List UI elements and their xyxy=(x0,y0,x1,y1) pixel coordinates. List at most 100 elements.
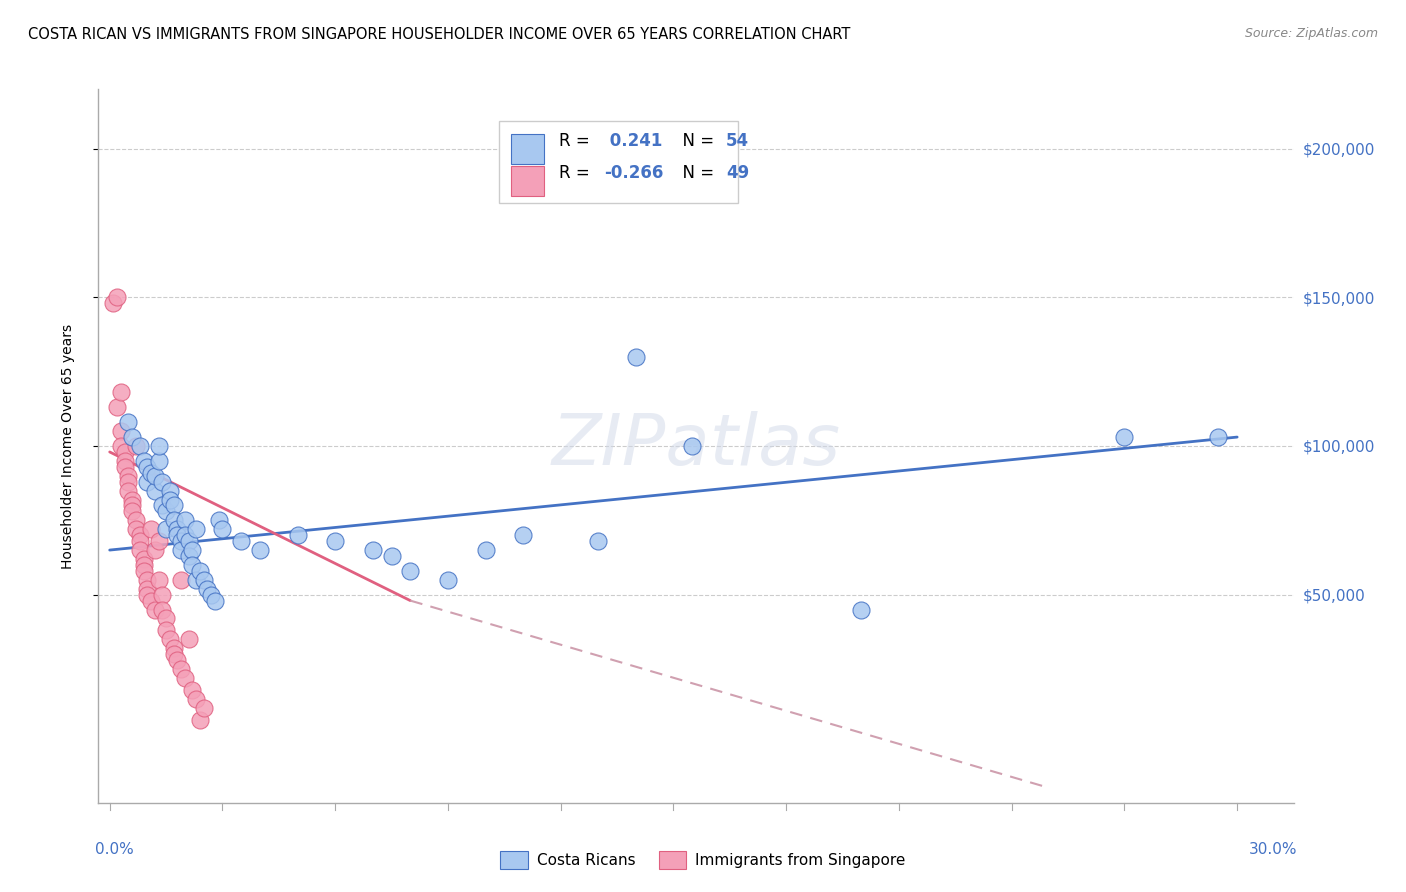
Text: N =: N = xyxy=(672,164,720,182)
Point xyxy=(170,543,193,558)
Point xyxy=(125,513,148,527)
Point xyxy=(114,459,136,474)
Point xyxy=(249,543,271,558)
Point xyxy=(150,499,173,513)
Point xyxy=(193,573,215,587)
Point xyxy=(143,543,166,558)
Point xyxy=(139,593,162,607)
Point xyxy=(1114,430,1136,444)
Point xyxy=(162,499,184,513)
Point xyxy=(208,513,231,527)
Point xyxy=(181,682,204,697)
Point xyxy=(170,662,193,676)
Point xyxy=(184,573,207,587)
Point xyxy=(139,522,162,536)
Point xyxy=(110,385,132,400)
Text: N =: N = xyxy=(672,132,720,150)
Point xyxy=(136,459,159,474)
Point xyxy=(110,424,132,438)
Point xyxy=(110,439,132,453)
Point xyxy=(159,483,181,498)
Point xyxy=(132,454,155,468)
Point xyxy=(399,564,422,578)
Point xyxy=(188,564,211,578)
Bar xyxy=(510,134,544,164)
Point xyxy=(166,522,188,536)
Point xyxy=(188,713,211,727)
Point xyxy=(173,671,195,685)
Point xyxy=(128,534,150,549)
Point xyxy=(117,415,139,429)
Point xyxy=(136,573,159,587)
Point xyxy=(128,543,150,558)
Point xyxy=(117,468,139,483)
Text: 49: 49 xyxy=(725,164,749,182)
Point xyxy=(231,534,253,549)
Text: -0.266: -0.266 xyxy=(605,164,664,182)
Point xyxy=(136,588,159,602)
Point xyxy=(181,543,204,558)
Point xyxy=(148,454,170,468)
Point xyxy=(105,290,128,304)
Point xyxy=(114,454,136,468)
Point xyxy=(624,350,647,364)
Point xyxy=(148,439,170,453)
FancyBboxPatch shape xyxy=(499,121,738,203)
Point xyxy=(114,445,136,459)
Point xyxy=(361,543,384,558)
Point xyxy=(177,632,200,647)
Point xyxy=(474,543,496,558)
Text: 0.241: 0.241 xyxy=(605,132,662,150)
Text: 0.0%: 0.0% xyxy=(94,842,134,857)
Point xyxy=(851,602,873,616)
Point xyxy=(148,573,170,587)
Point xyxy=(125,522,148,536)
Point xyxy=(155,624,177,638)
Point xyxy=(437,573,460,587)
Point xyxy=(681,439,703,453)
Point xyxy=(512,528,534,542)
Point xyxy=(121,504,143,518)
Point xyxy=(121,492,143,507)
Point xyxy=(150,475,173,489)
Point xyxy=(155,522,177,536)
Point xyxy=(193,700,215,714)
Point xyxy=(105,401,128,415)
Point xyxy=(159,492,181,507)
Point xyxy=(155,504,177,518)
Point xyxy=(132,564,155,578)
Point xyxy=(143,483,166,498)
Point xyxy=(323,534,346,549)
Point xyxy=(136,475,159,489)
Point xyxy=(204,593,226,607)
Legend: Costa Ricans, Immigrants from Singapore: Costa Ricans, Immigrants from Singapore xyxy=(495,845,911,875)
Point xyxy=(200,588,222,602)
Text: ZIPatlas: ZIPatlas xyxy=(551,411,841,481)
Point xyxy=(132,552,155,566)
Point xyxy=(166,653,188,667)
Point xyxy=(170,573,193,587)
Point xyxy=(121,499,143,513)
Point xyxy=(588,534,610,549)
Point xyxy=(150,588,173,602)
Text: R =: R = xyxy=(558,164,595,182)
Point xyxy=(181,558,204,572)
Point xyxy=(139,466,162,480)
Point xyxy=(103,296,125,310)
Text: R =: R = xyxy=(558,132,595,150)
Point xyxy=(117,483,139,498)
Text: 54: 54 xyxy=(725,132,749,150)
Point xyxy=(177,549,200,563)
Point xyxy=(287,528,309,542)
Point xyxy=(143,602,166,616)
Text: COSTA RICAN VS IMMIGRANTS FROM SINGAPORE HOUSEHOLDER INCOME OVER 65 YEARS CORREL: COSTA RICAN VS IMMIGRANTS FROM SINGAPORE… xyxy=(28,27,851,42)
Point xyxy=(166,528,188,542)
Text: Source: ZipAtlas.com: Source: ZipAtlas.com xyxy=(1244,27,1378,40)
Point xyxy=(162,647,184,661)
Bar xyxy=(510,166,544,195)
Point xyxy=(136,582,159,596)
Point xyxy=(173,513,195,527)
Point xyxy=(159,632,181,647)
Point xyxy=(380,549,402,563)
Point xyxy=(197,582,219,596)
